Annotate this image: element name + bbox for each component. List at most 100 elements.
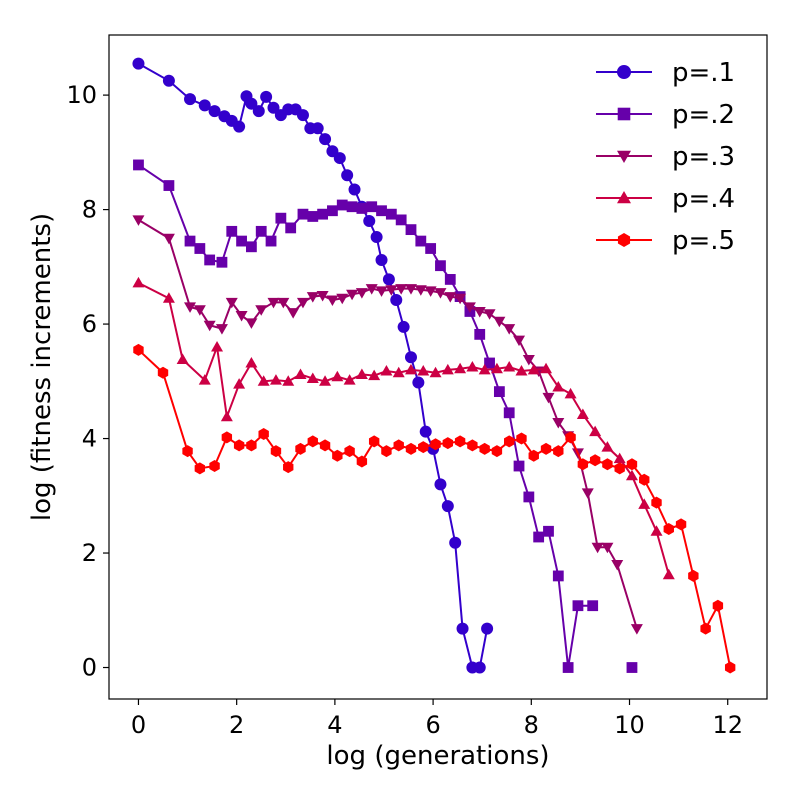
data-point xyxy=(368,435,380,448)
data-point xyxy=(184,302,197,313)
data-point xyxy=(363,215,376,228)
data-point xyxy=(625,469,638,481)
data-point xyxy=(463,302,476,313)
data-point xyxy=(296,109,309,122)
data-point xyxy=(562,662,574,673)
y-tick-label: 4 xyxy=(82,425,97,453)
data-point xyxy=(255,305,268,316)
data-point xyxy=(564,387,577,399)
x-tick-label: 8 xyxy=(524,711,539,739)
data-point xyxy=(481,622,494,635)
series-1 xyxy=(132,57,494,674)
y-tick-label: 10 xyxy=(66,81,97,109)
data-point xyxy=(577,458,589,471)
data-point xyxy=(493,386,505,398)
data-point xyxy=(209,460,220,473)
data-point xyxy=(404,351,417,364)
data-point xyxy=(297,208,309,220)
data-point xyxy=(133,159,144,171)
plot-frame xyxy=(108,34,768,700)
data-point xyxy=(319,439,331,452)
legend-marker xyxy=(617,65,631,79)
series-4 xyxy=(132,276,675,580)
data-point xyxy=(478,363,491,375)
data-point xyxy=(269,374,282,385)
data-point xyxy=(287,308,300,319)
x-tick-label: 4 xyxy=(327,711,342,739)
data-point xyxy=(473,306,486,318)
data-point xyxy=(203,320,216,332)
data-point xyxy=(258,427,269,440)
data-point xyxy=(565,431,576,444)
data-point xyxy=(442,437,454,450)
data-point xyxy=(552,418,565,429)
data-point xyxy=(395,284,408,295)
data-point xyxy=(176,353,189,365)
y-tick-label: 2 xyxy=(82,539,97,567)
data-point xyxy=(381,445,392,458)
data-point xyxy=(132,276,145,288)
data-point xyxy=(255,225,267,237)
data-point xyxy=(614,462,625,475)
legend-marker xyxy=(617,233,631,247)
legend-label: p=.3 xyxy=(672,142,735,172)
data-point xyxy=(385,208,397,220)
data-point xyxy=(157,366,169,379)
data-point xyxy=(434,288,447,299)
data-point xyxy=(366,201,378,213)
y-tick-label: 0 xyxy=(82,654,97,682)
data-point xyxy=(581,488,594,499)
data-point xyxy=(700,622,711,635)
data-point xyxy=(246,241,257,253)
y-tick-label: 8 xyxy=(82,196,97,224)
data-point xyxy=(540,442,552,455)
data-point xyxy=(662,568,675,580)
data-point xyxy=(415,235,427,247)
legend-marker xyxy=(617,191,631,204)
data-point xyxy=(336,293,349,305)
data-point xyxy=(638,498,651,509)
legend-marker xyxy=(617,150,631,163)
data-point xyxy=(295,442,306,455)
series-3 xyxy=(132,215,643,635)
data-point xyxy=(194,243,206,254)
data-point xyxy=(490,362,503,374)
data-point xyxy=(589,454,601,467)
data-point xyxy=(576,408,589,420)
data-point xyxy=(285,222,297,234)
data-point xyxy=(326,295,339,307)
data-point xyxy=(319,133,332,146)
data-point xyxy=(346,289,359,301)
data-point xyxy=(405,442,417,455)
data-point xyxy=(444,274,456,285)
data-point xyxy=(346,201,358,213)
data-point xyxy=(225,297,238,309)
data-point xyxy=(344,445,355,458)
legend-marker xyxy=(617,107,631,121)
data-point xyxy=(294,368,307,379)
legend: p=.1 p=.2 p=.3 p=.4 p=.5 xyxy=(596,58,735,256)
data-point xyxy=(473,661,486,674)
data-point xyxy=(233,120,246,133)
data-point xyxy=(375,286,388,297)
data-point xyxy=(333,152,346,165)
data-point xyxy=(260,90,273,103)
data-point xyxy=(198,374,211,385)
data-point xyxy=(543,525,554,537)
data-point xyxy=(277,297,290,309)
data-point xyxy=(503,324,516,335)
data-point xyxy=(348,183,361,196)
data-point xyxy=(307,211,319,222)
data-point xyxy=(216,256,228,268)
data-point xyxy=(382,273,395,286)
data-point xyxy=(368,369,381,381)
data-point xyxy=(591,542,604,554)
data-point xyxy=(226,225,238,237)
x-tick-label: 2 xyxy=(229,711,244,739)
data-point xyxy=(516,432,527,445)
data-point xyxy=(163,180,175,191)
data-point xyxy=(235,310,248,322)
data-point xyxy=(252,105,265,118)
series-line xyxy=(137,164,593,668)
data-point xyxy=(404,363,417,375)
